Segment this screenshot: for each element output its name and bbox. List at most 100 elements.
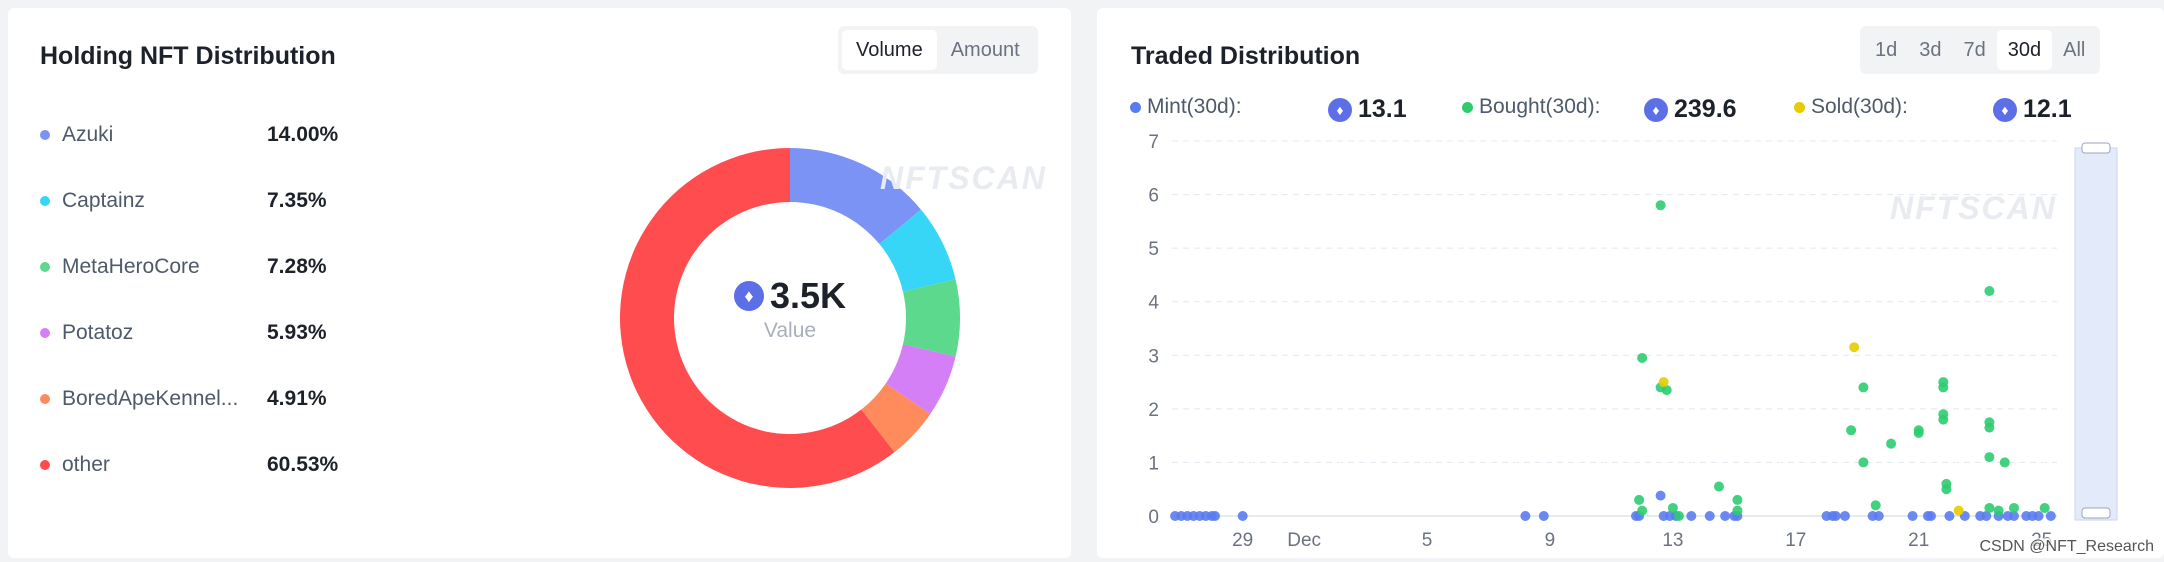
bought-point[interactable] bbox=[1886, 438, 1897, 449]
bought-point[interactable] bbox=[1870, 500, 1881, 511]
bought-point[interactable] bbox=[1858, 382, 1869, 393]
range-7d-tab[interactable]: 7d bbox=[1963, 39, 1986, 61]
range-1d-tab[interactable]: 1d bbox=[1875, 39, 1898, 61]
legend-item[interactable]: MetaHeroCore 7.28% bbox=[40, 252, 327, 282]
legend-dot bbox=[40, 130, 50, 140]
volume-tab[interactable]: Volume bbox=[842, 30, 937, 70]
range-30d-tab[interactable]: 30d bbox=[1996, 30, 2053, 70]
mint-point[interactable] bbox=[1210, 511, 1221, 521]
legend-dot bbox=[40, 196, 50, 206]
mint-point[interactable] bbox=[1237, 511, 1248, 521]
sold-point[interactable] bbox=[1953, 505, 1964, 516]
bought-point[interactable] bbox=[1913, 427, 1924, 438]
mint-point[interactable] bbox=[1981, 511, 1992, 521]
donut-slice-metaherocore[interactable] bbox=[902, 279, 960, 357]
donut-slice-boredapekennel[interactable] bbox=[861, 383, 931, 453]
range-3d-tab[interactable]: 3d bbox=[1919, 39, 1942, 61]
bought-point[interactable] bbox=[1637, 352, 1648, 363]
sold-value: 12.1 bbox=[2023, 95, 2072, 123]
sold-dot bbox=[1794, 101, 1805, 113]
mint-point[interactable] bbox=[1830, 511, 1841, 521]
bought-stat[interactable]: Bought(30d): bbox=[1462, 95, 1600, 119]
zoom-slider-track[interactable] bbox=[2074, 147, 2118, 521]
bought-point[interactable] bbox=[1846, 425, 1857, 436]
bought-dot bbox=[1462, 101, 1473, 113]
zoom-handle-bottom[interactable] bbox=[2081, 507, 2111, 519]
legend-item[interactable]: Potatoz 5.93% bbox=[40, 318, 327, 348]
legend-percent: 7.35% bbox=[267, 189, 327, 212]
bought-point[interactable] bbox=[1938, 414, 1949, 425]
total-value: 3.5K bbox=[769, 275, 847, 316]
mint-point[interactable] bbox=[2008, 511, 2019, 521]
x-tick-label: 21 bbox=[1908, 530, 1929, 551]
mint-point[interactable] bbox=[1655, 490, 1666, 501]
legend-name: BoredApeKennel... bbox=[62, 387, 239, 410]
mint-point[interactable] bbox=[1926, 511, 1937, 521]
legend-item[interactable]: BoredApeKennel... 4.91% bbox=[40, 384, 327, 414]
legend-item[interactable]: Azuki 14.00% bbox=[40, 120, 338, 150]
eth-icon: ♦ bbox=[733, 281, 764, 311]
mint-point[interactable] bbox=[1873, 511, 1884, 521]
bought-point[interactable] bbox=[1941, 484, 1952, 495]
bought-point[interactable] bbox=[1999, 457, 2010, 468]
metric-toggle: Volume Amount bbox=[838, 26, 1038, 74]
legend-name: Azuki bbox=[62, 123, 114, 146]
bought-point[interactable] bbox=[1661, 385, 1672, 396]
range-toggle: 1d 3d 7d 30d All bbox=[1860, 26, 2101, 74]
x-tick-label: 5 bbox=[1422, 530, 1433, 551]
donut-slice-potatoz[interactable] bbox=[885, 344, 956, 415]
mint-point[interactable] bbox=[1907, 511, 1918, 521]
bought-point[interactable] bbox=[1993, 505, 2004, 516]
bought-point[interactable] bbox=[1984, 502, 1995, 513]
bought-point[interactable] bbox=[1732, 505, 1743, 516]
y-tick-label: 3 bbox=[1148, 346, 1159, 367]
total-value-label: Value bbox=[763, 319, 817, 342]
mint-point[interactable] bbox=[1704, 511, 1715, 521]
bought-point[interactable] bbox=[1984, 286, 1995, 296]
mint-point[interactable] bbox=[2033, 511, 2044, 521]
zoom-handle-top[interactable] bbox=[2081, 142, 2111, 154]
legend-dot bbox=[40, 328, 50, 338]
bought-point[interactable] bbox=[2039, 502, 2050, 513]
mint-point[interactable] bbox=[2045, 511, 2056, 521]
legend-name: Potatoz bbox=[62, 321, 134, 344]
mint-value: 13.1 bbox=[1358, 95, 1407, 123]
legend-item[interactable]: Captainz 7.35% bbox=[40, 186, 327, 216]
legend-item[interactable]: other 60.53% bbox=[40, 450, 338, 480]
legend-percent: 4.91% bbox=[267, 387, 327, 410]
bought-point[interactable] bbox=[2008, 502, 2019, 513]
range-all-tab[interactable]: All bbox=[2063, 39, 2086, 61]
bought-point[interactable] bbox=[1732, 494, 1743, 505]
bought-point[interactable] bbox=[1938, 382, 1949, 393]
x-tick-label: Dec bbox=[1287, 530, 1321, 551]
eth-icon: ♦ bbox=[1993, 97, 2017, 122]
mint-point[interactable] bbox=[1720, 511, 1731, 521]
legend-dot bbox=[40, 394, 50, 404]
bought-point[interactable] bbox=[1713, 481, 1724, 492]
donut-slice-azuki[interactable] bbox=[790, 148, 921, 245]
bought-point[interactable] bbox=[1674, 511, 1685, 521]
bought-point[interactable] bbox=[1984, 452, 1995, 463]
amount-tab[interactable]: Amount bbox=[950, 39, 1020, 61]
bought-point[interactable] bbox=[1858, 457, 1869, 468]
source-credit: CSDN @NFT_Research bbox=[1979, 538, 2154, 556]
donut-slice-captainz[interactable] bbox=[879, 209, 956, 292]
sold-stat[interactable]: Sold(30d): bbox=[1794, 95, 1908, 119]
donut-slice-other[interactable] bbox=[620, 148, 895, 489]
mint-stat[interactable]: Mint(30d): bbox=[1130, 95, 1242, 119]
mint-point[interactable] bbox=[1520, 511, 1531, 521]
mint-point[interactable] bbox=[1686, 511, 1697, 521]
bought-point[interactable] bbox=[1984, 422, 1995, 433]
mint-point[interactable] bbox=[1839, 511, 1850, 521]
bought-point[interactable] bbox=[1655, 200, 1666, 211]
sold-point[interactable] bbox=[1849, 342, 1860, 353]
donut-center: ♦ 3.5K Value bbox=[685, 275, 895, 343]
bought-label: Bought(30d): bbox=[1479, 95, 1601, 118]
mint-point[interactable] bbox=[1538, 511, 1549, 521]
legend-dot bbox=[40, 262, 50, 272]
sold-point[interactable] bbox=[1658, 377, 1669, 388]
bought-point[interactable] bbox=[1667, 502, 1678, 513]
mint-point[interactable] bbox=[1944, 511, 1955, 521]
bought-point[interactable] bbox=[1634, 494, 1645, 505]
bought-point[interactable] bbox=[1637, 505, 1648, 516]
